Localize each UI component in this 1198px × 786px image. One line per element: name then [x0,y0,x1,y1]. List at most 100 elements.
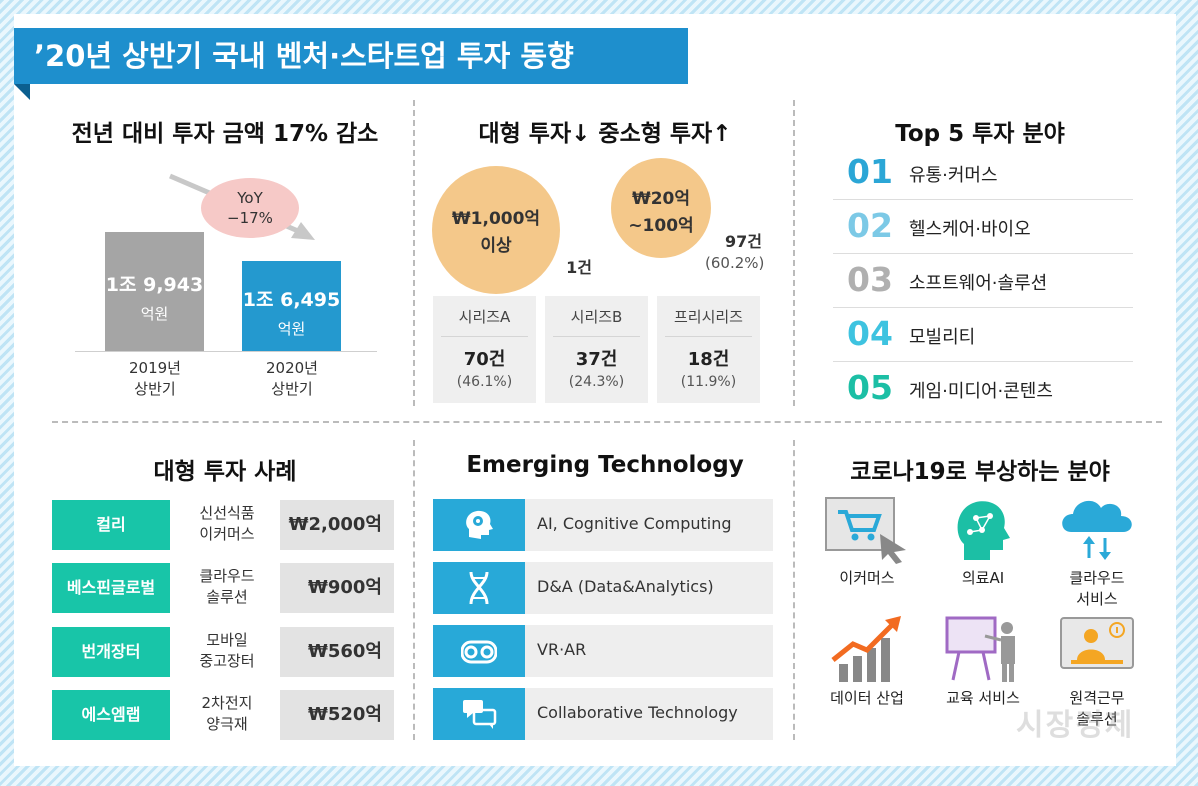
chat-bubbles-icon [463,700,497,729]
tech-label: AI, Cognitive Computing [537,514,732,533]
mid-investment-line2: ~100억 [628,216,694,236]
remote-work-icon [1060,617,1134,669]
big-investment-line1: ₩1,000억 [451,209,541,229]
panel6-title: 코로나19로 부상하는 분야 [850,459,1110,485]
bar-2019: 1조 9,943 억원 [105,232,204,351]
top5-item-4: 04 모빌리티 [833,308,1133,362]
series-name: 시리즈B [570,308,623,326]
cloud-icon [1062,500,1132,560]
bar-2020-value: 1조 6,495 [242,289,341,311]
top5-label: 모빌리티 [909,327,976,348]
brain-head-icon [466,510,493,539]
mid-investment-line1: ₩20억 [631,189,691,209]
covid-field-cloud: 클라우드 서비스 [1042,494,1152,610]
covid-field-label: 이커머스 [839,569,895,587]
panel3-title: Top 5 투자 분야 [895,121,1065,147]
deal-field-line2: 솔루션 [206,588,248,606]
panel2-title: 대형 투자↓ 중소형 투자↑ [478,121,732,147]
deal-field: 신선식품 이커머스 [174,503,280,545]
series-pct: (46.1%) [456,374,513,390]
covid-field-label: 클라우드 서비스 [1042,568,1152,610]
ai-head-icon [957,501,1010,560]
tech-item-da: D&A (Data&Analytics) [433,562,773,614]
deal-company: 베스핀글로벌 [52,563,170,613]
bar-2019-unit: 억원 [140,305,169,323]
deal-amount: ₩900억 [280,563,394,613]
panel5-title: Emerging Technology [466,452,744,478]
presentation-board-icon [945,616,1015,682]
series-divider [441,336,528,337]
tech-label: D&A (Data&Analytics) [537,577,714,596]
covid-field-data: 데이터 산업 [812,614,922,709]
top5-rank: 02 [847,206,893,245]
title-fold [14,84,30,100]
tech-icon-box [433,625,525,677]
covid-field-label: 교육 서비스 [946,689,1020,707]
covid-field-label-line2: 솔루션 [1076,710,1118,728]
series-name: 프리시리즈 [673,308,743,326]
series-count: 18건 [687,349,730,370]
top5-label: 게임·미디어·콘텐츠 [909,381,1053,402]
tech-item-ai: AI, Cognitive Computing [433,499,773,551]
deal-row-1: 컬리 신선식품 이커머스 ₩2,000억 [52,500,394,550]
series-a-card: 시리즈A 70건 (46.1%) [433,296,536,403]
vr-goggles-icon [461,640,497,664]
separator [413,440,415,740]
deal-company: 번개장터 [52,627,170,677]
top5-rank: 05 [847,368,893,407]
covid-field-education: 교육 서비스 [928,614,1038,709]
yoy-value: −17% [227,209,273,227]
separator [793,100,795,406]
tech-item-vr: VR·AR [433,625,773,677]
panel1-title: 전년 대비 투자 금액 17% 감소 [71,121,379,147]
bar-baseline [75,351,377,352]
deal-company: 에스엠랩 [52,690,170,740]
tech-label: Collaborative Technology [537,703,738,722]
bar-2019-value: 1조 9,943 [105,274,204,296]
big-investment-circle: ₩1,000억 이상 [432,166,560,294]
deal-company: 컬리 [52,500,170,550]
deal-amount: ₩560억 [280,627,394,677]
bar-label-half: 상반기 [134,380,176,398]
covid-field-label: 데이터 산업 [830,689,904,707]
deal-amount: ₩520억 [280,690,394,740]
big-investment-line2: 이상 [480,236,512,256]
deal-row-3: 번개장터 모바일 중고장터 ₩560억 [52,627,394,677]
bar-label-half: 상반기 [271,380,313,398]
series-count: 70건 [463,349,506,370]
series-divider [553,336,640,337]
deal-amount: ₩2,000억 [280,500,394,550]
top5-label: 헬스케어·바이오 [909,219,1031,240]
tech-label: VR·AR [537,640,587,659]
growth-chart-icon [831,616,901,682]
bar-2020-unit: 억원 [277,320,306,338]
bar-label-year: 2020년 [266,359,318,377]
deal-field-line2: 이커머스 [199,525,255,543]
top5-label: 유통·커머스 [909,165,998,186]
bar-2020-label: 2020년 상반기 [237,358,347,400]
deal-field-line1: 2차전지 [201,694,253,712]
bar-2020: 1조 6,495 억원 [242,261,341,351]
covid-field-label-line1: 클라우드 [1069,569,1125,587]
deal-field-line2: 중고장터 [199,652,255,670]
series-b-card: 시리즈B 37건 (24.3%) [545,296,648,403]
deal-field-line1: 클라우드 [199,567,255,585]
pre-series-card: 프리시리즈 18건 (11.9%) [657,296,760,403]
panel4-title: 대형 투자 사례 [153,459,297,485]
deal-field-line2: 양극재 [206,715,248,733]
covid-field-ecommerce: 이커머스 [812,494,922,589]
bar-label-year: 2019년 [129,359,181,377]
mid-investment-count: 97건 [725,232,762,251]
series-pct: (11.9%) [680,374,737,390]
covid-field-medical-ai: 의료AI [928,494,1038,589]
covid-field-remote-work: 원격근무 솔루션 [1042,614,1152,730]
top5-rank: 03 [847,260,893,299]
tech-icon-box [433,562,525,614]
covid-field-label: 의료AI [961,569,1005,587]
series-count: 37건 [575,349,618,370]
covid-field-label: 원격근무 솔루션 [1042,688,1152,730]
